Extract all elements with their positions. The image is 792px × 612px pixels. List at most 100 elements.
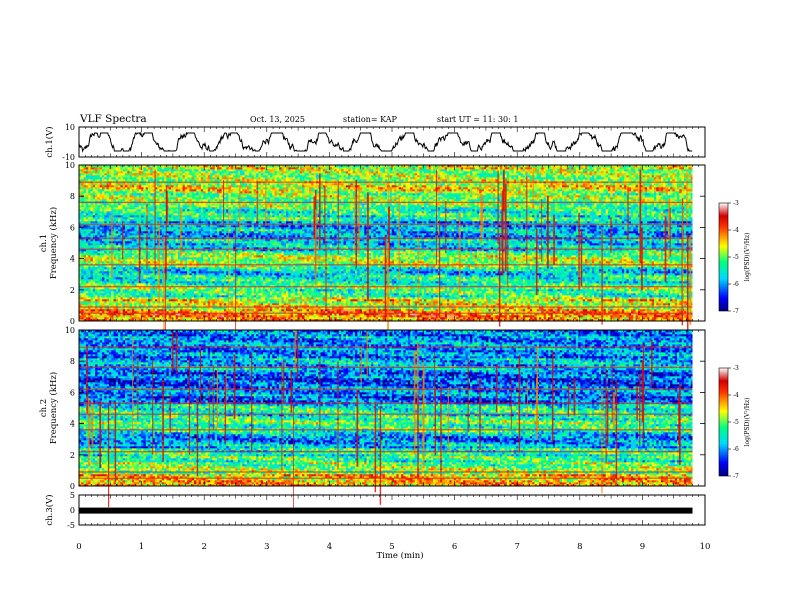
spectrogram-cell [610,315,613,317]
spectrogram-cell [334,315,337,317]
spectrogram-cell [454,315,457,317]
spectrogram-cell [509,317,512,319]
spectrogram-cell [279,317,282,319]
spectrogram-cell [679,317,682,319]
spectrogram-cell [663,315,666,317]
spectrogram-cell [171,317,174,319]
spectrogram-cell [116,317,119,319]
spectrogram-cell [426,315,429,317]
spectrogram-cell [399,315,402,317]
spectrogram-cell [396,315,399,317]
spectrogram-cell [626,317,629,319]
spectrogram-cell [187,315,190,317]
spectrogram-cell [125,315,128,317]
spectrogram-cell [413,315,416,317]
spectrogram-cell [429,317,432,319]
spectrogram-cell [183,315,186,317]
spectrogram-cell [518,317,521,319]
spectrogram-cell [192,317,195,319]
spectrogram-cell [424,315,427,317]
spectrogram-cell [445,315,448,317]
spectrogram-cell [415,317,418,319]
spectrogram-cell [357,317,360,319]
spectrogram-cell [562,317,565,319]
spectrogram-cell [311,315,314,317]
spectrogram-cell [403,317,406,319]
spectrogram-cell [456,317,459,319]
spectrogram-cell [585,317,588,319]
spectrogram-cell [670,317,673,319]
spectrogram-cell [137,317,140,319]
spectrogram-cell [537,317,540,319]
spectrogram-cell [314,315,317,317]
spectrogram-cell [155,315,158,317]
spectrogram-cell [157,317,160,319]
spectrogram-cell [176,315,179,317]
spectrogram-cell [505,317,508,319]
spectrogram-cell [590,317,593,319]
spectrogram-cell [592,317,595,319]
spectrogram-cell [668,315,671,317]
spectrogram-cell [576,315,579,317]
spectrogram-cell [580,317,583,319]
spectrogram-cell [102,317,105,319]
spectrogram-cell [148,315,151,317]
spectrogram-cell [530,317,533,319]
spectrogram-cell [318,317,321,319]
spectrogram-cell [413,317,416,319]
spectrogram-cell [666,315,669,317]
spectrogram-cell [502,317,505,319]
spectrogram-cell [130,315,133,317]
spectrogram-cell [479,315,482,317]
spectrogram-cell [488,315,491,317]
spectrogram-cell [185,317,188,319]
spectrogram-cell [86,315,89,317]
spectrogram-cell [433,315,436,317]
spectrogram-cell [222,315,225,317]
spectrogram-cell [150,317,153,319]
spectrogram-cell [617,315,620,317]
spectrogram-cell [468,315,471,317]
spectrogram-cell [146,317,149,319]
spectrogram-cell [502,315,505,317]
spectrogram-cell [431,315,434,317]
spectrogram-cell [631,317,634,319]
spectrogram-cell [93,317,96,319]
spectrogram-cell [459,317,462,319]
spectrogram-cell [599,317,602,319]
spectrogram-cell [247,317,250,319]
spectrogram-cell [350,315,353,317]
spectrogram-cell [123,315,126,317]
spectrogram-cell [362,317,365,319]
spectrogram-cell [219,317,222,319]
spectrogram-cell [321,317,324,319]
spectrogram-cell [270,315,273,317]
spectrogram-cell [192,315,195,317]
spectrogram-cell [608,315,611,317]
spectrogram-cell [594,315,597,317]
spectrogram-cell [452,315,455,317]
spectrogram-cell [654,317,657,319]
spectrogram-cell [560,315,563,317]
spectrogram-cell [100,315,103,317]
spectrogram-cell [569,317,572,319]
spectrogram-cell [367,315,370,317]
spectrogram-cell [155,317,158,319]
spectrogram-cell [286,317,289,319]
spectrogram-cell [114,315,117,317]
spectrogram-cell [574,315,577,317]
spectrogram-cell [245,317,248,319]
spectrogram-cell [530,315,533,317]
spectrogram-cell [185,315,188,317]
spectrogram-cell [597,317,600,319]
spectrogram-cell [291,315,294,317]
spectrogram-cell [406,317,409,319]
spectrogram-cell [146,315,149,317]
spectrogram-cell [626,315,629,317]
spectrogram-cell [350,317,353,319]
spectrogram-cell [643,317,646,319]
spectrogram-cell [120,315,123,317]
spectrogram-cell [380,317,383,319]
spectrogram-cell [249,317,252,319]
spectrogram-cell [346,317,349,319]
